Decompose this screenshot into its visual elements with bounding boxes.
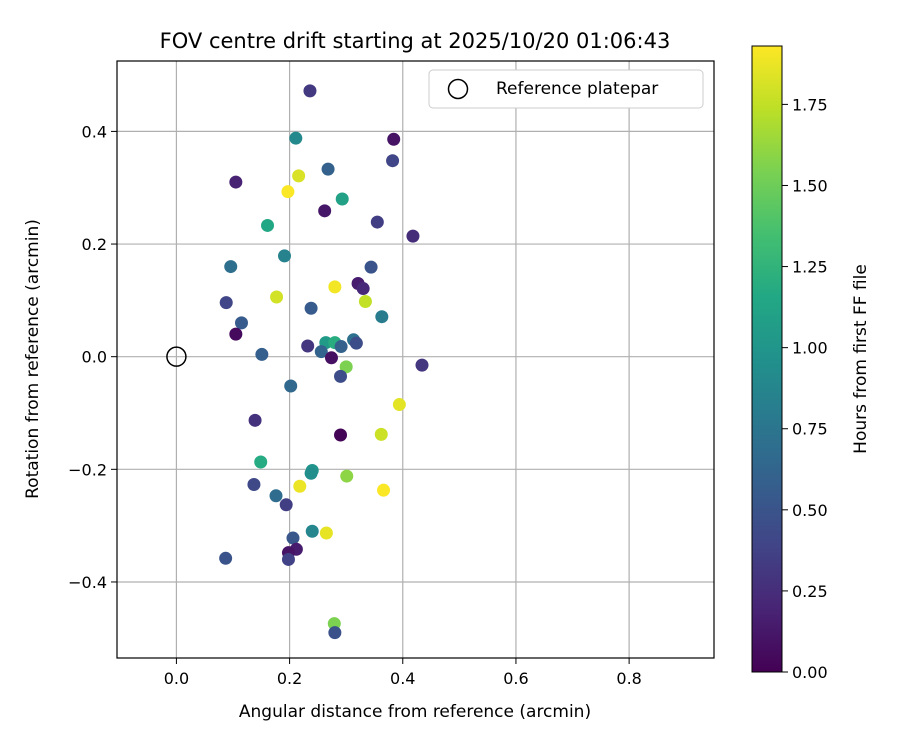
legend-label: Reference platepar <box>496 79 658 99</box>
chart-title: FOV centre drift starting at 2025/10/20 … <box>160 29 671 53</box>
data-point <box>301 339 315 353</box>
data-point <box>219 551 233 565</box>
data-point <box>377 483 391 497</box>
data-point <box>261 218 275 232</box>
colorbar-gradient <box>751 45 783 673</box>
data-point <box>334 340 348 354</box>
data-point <box>415 358 429 372</box>
data-point <box>303 84 317 98</box>
y-gridlines <box>117 130 714 583</box>
data-point <box>340 469 354 483</box>
colorbar-tick-label: 0.50 <box>792 501 828 520</box>
data-point <box>334 369 348 383</box>
data-point <box>374 427 388 441</box>
data-point <box>339 360 353 374</box>
data-point <box>284 379 298 393</box>
y-tick-label: 0.0 <box>82 348 107 367</box>
data-point <box>364 260 378 274</box>
data-point <box>281 185 295 199</box>
data-point <box>324 351 338 365</box>
data-point <box>247 478 261 492</box>
data-point <box>358 294 372 308</box>
data-point <box>254 455 268 469</box>
y-axis-label: Rotation from reference (arcmin) <box>23 219 43 499</box>
data-point <box>305 524 319 538</box>
colorbar-tick-label: 1.25 <box>792 258 828 277</box>
data-point <box>277 249 291 263</box>
colorbar-tick-label: 1.00 <box>792 339 828 358</box>
colorbar-label: Hours from first FF file <box>851 264 871 454</box>
data-point <box>293 479 307 493</box>
x-gridlines <box>175 61 630 658</box>
data-point <box>335 192 349 206</box>
data-point <box>234 316 248 330</box>
data-point <box>314 345 328 359</box>
data-point <box>304 301 318 315</box>
data-point <box>328 626 342 640</box>
colorbar: 0.00 0.25 0.50 0.75 1.00 1.25 1.50 1.75 Hours f… <box>751 45 871 682</box>
plot-background <box>117 61 714 658</box>
legend: Reference platepar <box>428 69 704 109</box>
data-point <box>318 204 332 218</box>
data-point <box>229 175 243 189</box>
x-axis-label: Angular distance from reference (arcmin) <box>239 702 591 722</box>
legend-reference-icon <box>447 78 469 100</box>
colorbar-tick-label: 1.50 <box>792 176 828 195</box>
data-point <box>334 428 348 442</box>
data-point <box>255 347 269 361</box>
x-tick-label: 0.8 <box>616 669 641 688</box>
x-tick-label: 0.0 <box>164 669 189 688</box>
plot-area <box>116 60 715 659</box>
y-tick-label: −0.2 <box>68 460 107 479</box>
data-point <box>304 466 318 480</box>
x-tick-label: 0.4 <box>390 669 415 688</box>
data-point <box>292 169 306 183</box>
x-tick-label: 0.2 <box>277 669 302 688</box>
data-point <box>289 131 303 145</box>
y-axis-ticks: −0.4 −0.2 0.0 0.2 0.4 <box>68 122 117 592</box>
data-point <box>375 310 389 324</box>
x-tick-label: 0.6 <box>503 669 528 688</box>
data-point <box>248 413 262 427</box>
legend-box <box>428 69 704 109</box>
data-point <box>319 526 333 540</box>
data-point <box>224 260 238 274</box>
data-point <box>270 290 284 304</box>
x-axis-ticks: 0.0 0.2 0.4 0.6 0.8 <box>164 658 642 688</box>
colorbar-tick-label: 0.25 <box>792 582 828 601</box>
data-point <box>269 489 283 503</box>
data-point <box>387 132 401 146</box>
data-point <box>386 154 400 168</box>
reference-platepar-marker <box>166 346 187 367</box>
data-point <box>229 327 243 341</box>
colorbar-tick-label: 1.75 <box>792 95 828 114</box>
colorbar-tick-label: 0.00 <box>792 663 828 682</box>
data-point <box>356 282 370 296</box>
y-tick-label: 0.4 <box>82 122 107 141</box>
plot-frame <box>116 60 715 659</box>
colorbar-tick-label: 0.75 <box>792 420 828 439</box>
colorbar-ticks: 0.00 0.25 0.50 0.75 1.00 1.25 1.50 1.75 <box>782 95 828 682</box>
data-point <box>392 398 406 412</box>
data-point <box>279 498 293 512</box>
data-point <box>349 336 363 350</box>
y-tick-label: −0.4 <box>68 573 107 592</box>
y-tick-label: 0.2 <box>82 235 107 254</box>
data-point <box>328 280 342 294</box>
data-point <box>281 552 295 566</box>
data-point <box>286 531 300 545</box>
data-points <box>219 84 429 640</box>
data-point <box>321 162 335 176</box>
data-point <box>406 229 420 243</box>
data-point <box>219 296 233 310</box>
data-point <box>370 215 384 229</box>
